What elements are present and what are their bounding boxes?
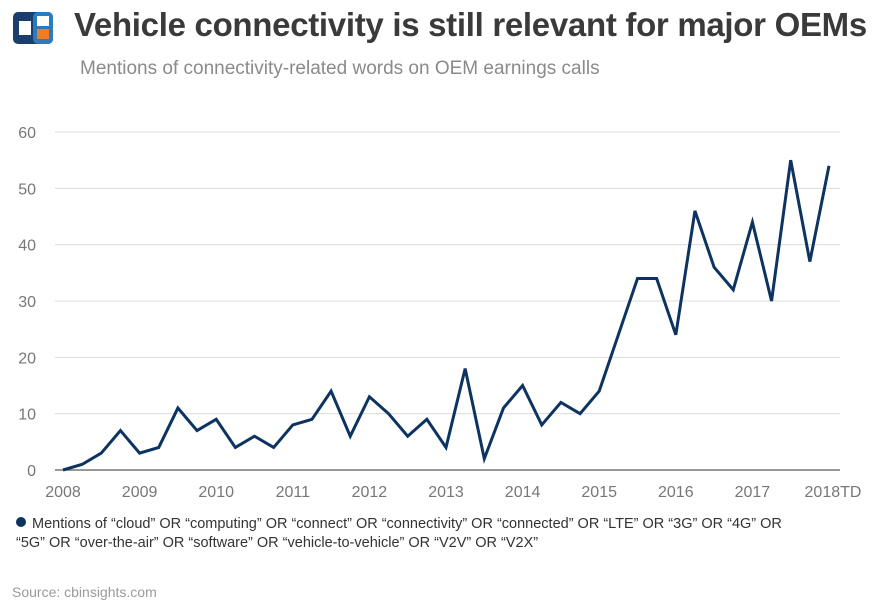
- cb-insights-logo-icon: [13, 12, 53, 44]
- y-tick-label: 60: [18, 125, 36, 142]
- x-tick-label: 2015: [581, 484, 617, 501]
- line-chart: 0 10 20 30 40 50 60 2008 2009 2010 2011 2012 2013 201…: [18, 125, 862, 501]
- y-tick-label: 40: [18, 238, 36, 255]
- x-tick-label: 2008: [45, 484, 81, 501]
- legend-label: Mentions of “cloud” OR “computing” OR “c…: [16, 516, 782, 551]
- series-line: [62, 159, 831, 472]
- y-tick-label: 30: [18, 294, 36, 311]
- x-tick-label: 2011: [276, 484, 311, 501]
- x-tick-label: 2010: [198, 484, 234, 501]
- x-tick-label: 2012: [352, 484, 388, 501]
- source-note: Source: cbinsights.com: [12, 584, 157, 600]
- x-tick-label: 2016: [658, 484, 694, 501]
- chart-title: Vehicle connectivity is still relevant f…: [74, 6, 867, 43]
- y-tick-label: 0: [27, 463, 36, 480]
- legend: Mentions of “cloud” OR “computing” OR “c…: [16, 515, 796, 553]
- chart-subtitle: Mentions of connectivity-related words o…: [80, 58, 600, 79]
- y-tick-label: 20: [18, 350, 36, 367]
- x-tick-label: 2018TD: [805, 484, 862, 501]
- y-tick-label: 10: [18, 407, 36, 424]
- x-tick-label: 2017: [735, 484, 771, 501]
- y-tick-label: 50: [18, 181, 36, 198]
- x-tick-label: 2009: [122, 484, 158, 501]
- x-tick-label: 2014: [505, 484, 541, 501]
- x-tick-label: 2013: [428, 484, 464, 501]
- legend-marker-icon: [16, 517, 26, 527]
